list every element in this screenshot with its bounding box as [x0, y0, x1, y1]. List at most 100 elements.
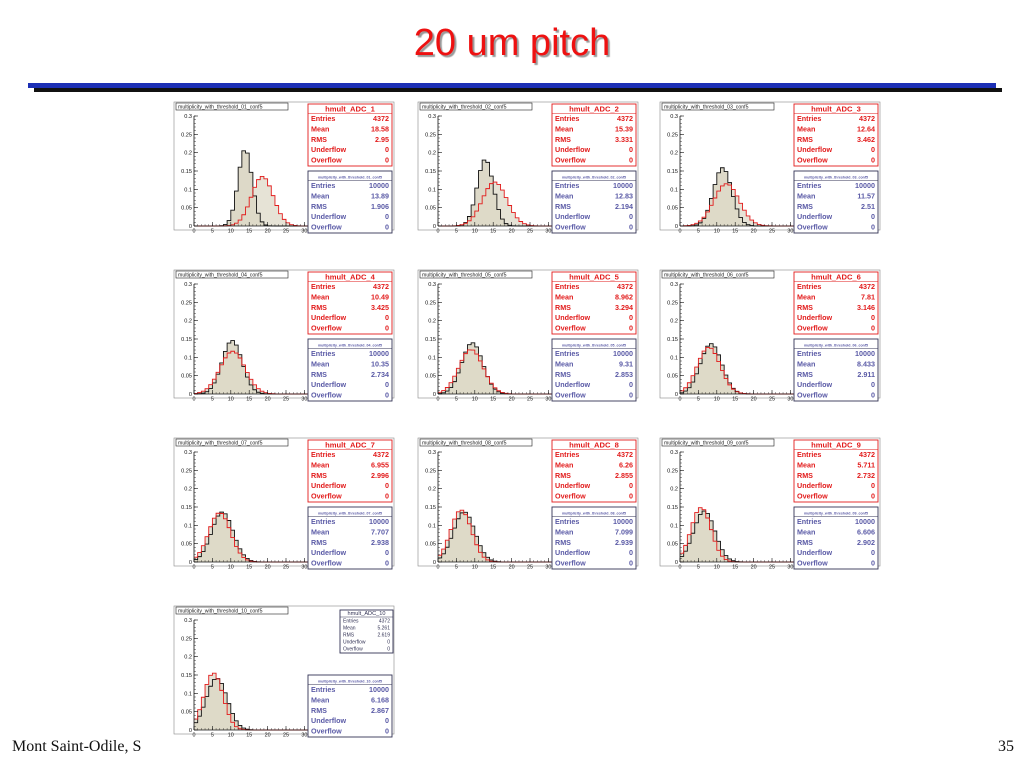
- x-tick-label: 5: [211, 397, 214, 403]
- histogram-title: multiplicity_with_threshold_01_conf5: [178, 105, 263, 111]
- y-tick-label: 0.05: [425, 206, 436, 212]
- stats-box-title: hmult_ADC_3: [811, 105, 861, 114]
- filled-distribution: [194, 673, 327, 730]
- stats-value: 0: [629, 548, 633, 557]
- stats-value: 8.962: [615, 293, 633, 302]
- x-tick-label: 15: [246, 397, 252, 403]
- stats-value: 15.39: [615, 125, 633, 134]
- stats-value: 10000: [855, 349, 875, 358]
- y-tick-label: 0.3: [428, 282, 436, 288]
- stats-value: 13.89: [371, 192, 389, 201]
- histogram-panel: multiplicity_with_threshold_04_conf5 0 0.0…: [173, 269, 395, 403]
- stats-box-title: multiplicity_with_threshold_07_conf5: [318, 512, 382, 516]
- stats-label: Entries: [311, 181, 335, 190]
- y-tick-label: 0.25: [425, 300, 436, 306]
- stats-box: multiplicity_with_threshold_08_conf5Entr…: [551, 506, 637, 570]
- stats-label: RMS: [555, 538, 571, 547]
- stats-value: 0: [387, 647, 390, 653]
- y-tick-label: 0.25: [425, 468, 436, 474]
- stats-label: Overflow: [343, 647, 363, 653]
- stats-label: Mean: [555, 461, 573, 470]
- histogram-panel: multiplicity_with_threshold_10_conf5 0 0.0…: [173, 605, 395, 739]
- stats-label: Overflow: [797, 491, 828, 500]
- x-tick-label: 25: [527, 397, 533, 403]
- stats-label: Entries: [797, 517, 821, 526]
- stats-box-frame: [307, 439, 393, 503]
- stats-value: 0: [871, 390, 875, 399]
- y-tick-label: 0.2: [184, 319, 192, 325]
- stats-value: 2.938: [371, 538, 389, 547]
- y-tick-label: 0.1: [184, 355, 192, 361]
- stats-box-frame: [793, 103, 879, 167]
- x-tick-label: 0: [437, 229, 440, 235]
- y-tick-label: 0.1: [670, 355, 678, 361]
- stats-value: 4372: [859, 114, 875, 123]
- stats-label: Mean: [555, 528, 573, 537]
- stats-value: 2.902: [857, 538, 875, 547]
- stats-label: Overflow: [797, 155, 828, 164]
- stats-value: 0: [629, 222, 633, 231]
- title-box: [175, 102, 289, 111]
- histogram-panel: multiplicity_with_threshold_06_conf5 0 0.0…: [659, 269, 881, 403]
- stats-value: 1.906: [371, 202, 389, 211]
- stats-value: 0: [385, 548, 389, 557]
- y-tick-label: 0.2: [428, 151, 436, 157]
- filled-distribution: [438, 510, 571, 562]
- histogram-title: multiplicity_with_threshold_04_conf5: [178, 273, 263, 279]
- stats-label: Mean: [311, 125, 329, 134]
- x-tick-label: 25: [283, 397, 289, 403]
- stats-label: Overflow: [311, 390, 342, 399]
- stats-box: multiplicity_with_threshold_04_conf5Entr…: [307, 338, 393, 402]
- stats-value: 0: [871, 155, 875, 164]
- stats-box-frame: [551, 506, 637, 570]
- y-tick-label: 0.15: [181, 337, 192, 343]
- filled-distribution: [194, 351, 327, 394]
- stats-label: Entries: [311, 517, 335, 526]
- title-box: [661, 438, 775, 447]
- x-tick-label: 0: [679, 229, 682, 235]
- stats-box-title: hmult_ADC_10: [348, 611, 386, 617]
- y-tick-label: 0.1: [184, 691, 192, 697]
- x-tick-label: 25: [283, 565, 289, 571]
- y-tick-label: 0.25: [181, 132, 192, 138]
- stats-label: Mean: [797, 528, 815, 537]
- stats-box-title: hmult_ADC_7: [325, 441, 375, 450]
- stats-value: 10000: [369, 685, 389, 694]
- stats-label: Underflow: [555, 212, 591, 221]
- x-tick-label: 20: [751, 397, 757, 403]
- y-tick-label: 0.05: [181, 542, 192, 548]
- stats-value: 6.606: [857, 528, 875, 537]
- stats-label: Underflow: [555, 548, 591, 557]
- stats-box: multiplicity_with_threshold_05_conf5Entr…: [551, 338, 637, 402]
- y-tick-label: 0: [675, 224, 678, 230]
- filled-distribution: [194, 176, 327, 226]
- stats-label: Mean: [555, 192, 573, 201]
- x-tick-label: 20: [509, 397, 515, 403]
- y-tick-label: 0.3: [428, 114, 436, 120]
- stats-value: 0: [385, 145, 389, 154]
- stats-label: Underflow: [555, 481, 591, 490]
- title-box: [661, 270, 775, 279]
- y-tick-label: 0.2: [428, 487, 436, 493]
- stats-label: Underflow: [797, 313, 833, 322]
- stats-label: Mean: [555, 293, 573, 302]
- stats-label: Entries: [555, 282, 579, 291]
- stats-label: RMS: [797, 202, 813, 211]
- y-tick-label: 0.1: [670, 187, 678, 193]
- x-tick-label: 20: [509, 565, 515, 571]
- stats-label: RMS: [311, 370, 327, 379]
- y-tick-label: 0.25: [181, 636, 192, 642]
- stats-value: 11.57: [857, 192, 875, 201]
- x-tick-label: 10: [472, 565, 478, 571]
- stats-value: 2.732: [857, 471, 875, 480]
- x-tick-label: 5: [455, 565, 458, 571]
- x-tick-label: 5: [697, 565, 700, 571]
- stats-label: Mean: [797, 461, 815, 470]
- stats-box-frame: [551, 170, 637, 234]
- stats-value: 0: [629, 212, 633, 221]
- stats-value: 0: [871, 481, 875, 490]
- stats-label: RMS: [311, 471, 327, 480]
- stats-value: 0: [385, 313, 389, 322]
- stats-value: 0: [871, 145, 875, 154]
- stats-box-title: multiplicity_with_threshold_09_conf5: [804, 512, 868, 516]
